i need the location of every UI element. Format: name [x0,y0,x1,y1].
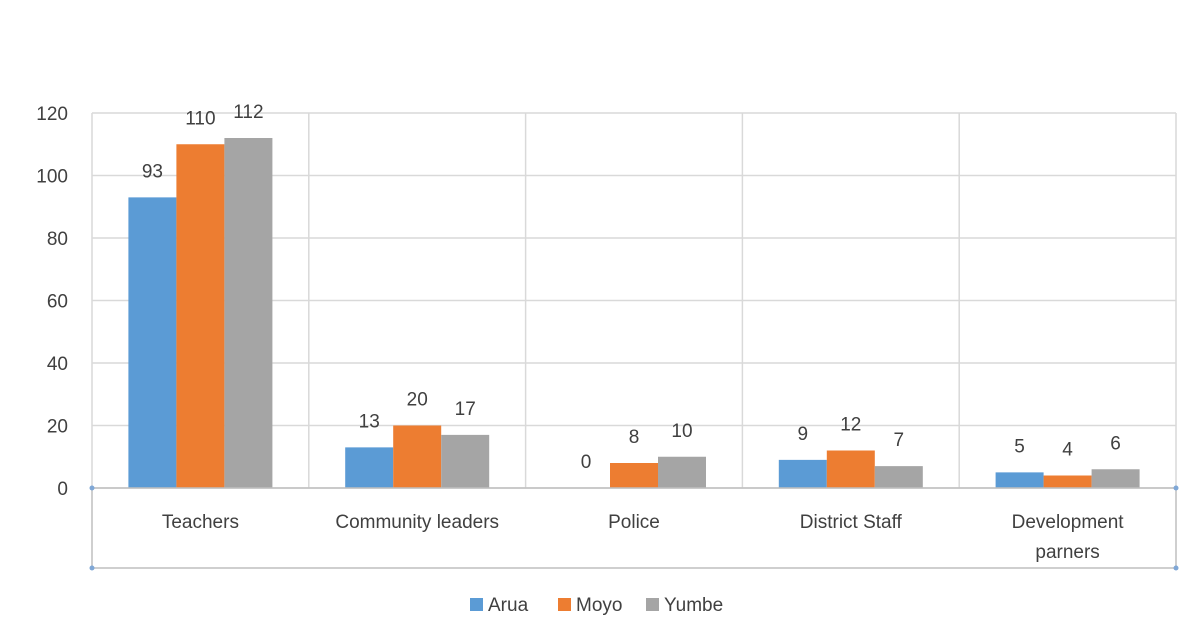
bar-yumbe [224,138,273,488]
data-label: 20 [407,390,428,411]
legend-label: Yumbe [664,595,723,616]
bar-yumbe [658,456,706,488]
bar-moyo [610,463,658,488]
legend: Arua Moyo Yumbe [470,595,723,616]
bar-moyo [826,450,875,488]
data-label: 7 [894,430,905,451]
data-label: 93 [142,161,163,182]
y-tick-label: 20 [47,417,68,438]
y-tick-label: 100 [36,167,68,188]
legend-swatch-arua [470,598,483,611]
y-tick-label: 120 [36,104,68,125]
legend-label: Arua [488,595,529,616]
y-tick-label: 40 [47,354,68,375]
axis-corner-dot [89,565,95,571]
data-label: 10 [671,421,692,442]
bar-arua [345,447,394,488]
data-label: 9 [798,424,809,445]
data-label: 4 [1062,440,1073,461]
axis-corner-dot [1173,565,1179,571]
bar-yumbe [1091,469,1140,488]
bar-moyo [176,144,225,488]
y-axis-ticks: 0 20 40 60 80 100 120 [36,104,68,500]
bar-arua [128,197,177,488]
data-labels: 93 110 112 13 20 17 0 8 10 9 12 7 5 4 6 [142,102,1121,473]
y-tick-label: 80 [47,229,68,250]
category-label: Police [608,512,660,533]
data-label: 13 [359,411,380,432]
legend-swatch-yumbe [646,598,659,611]
bars [128,138,1140,488]
data-label: 112 [233,102,263,123]
bar-yumbe [441,434,490,488]
category-label: District Staff [800,512,903,533]
bar-yumbe [874,466,923,488]
data-label: 17 [455,399,476,420]
category-axis: Teachers Community leaders Police District … [89,485,1179,571]
bar-moyo [1043,475,1092,488]
legend-swatch-moyo [558,598,571,611]
category-label: parners [1035,542,1099,563]
axis-corner-dot [89,485,95,491]
y-tick-label: 0 [57,479,68,500]
category-label: Development [1012,512,1125,533]
bar-arua [995,472,1044,488]
gridlines [91,112,1177,489]
data-label: 12 [840,415,861,436]
category-label: Teachers [162,512,239,533]
data-label: 5 [1014,436,1025,457]
bar-moyo [393,425,442,488]
data-label: 6 [1110,433,1121,454]
bar-arua [778,459,827,488]
y-tick-label: 60 [47,292,68,313]
data-label: 8 [629,427,640,448]
data-label: 0 [581,452,592,473]
data-label: 110 [185,108,215,129]
category-label: Community leaders [335,512,499,533]
legend-label: Moyo [576,595,622,616]
axis-corner-dot [1173,485,1179,491]
